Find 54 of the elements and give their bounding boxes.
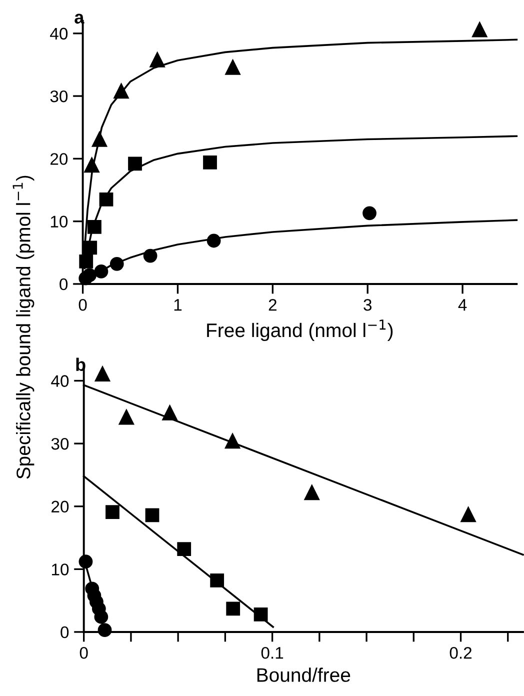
point xyxy=(224,433,240,449)
x-tick-label: 0.1 xyxy=(261,646,284,659)
point xyxy=(472,22,488,38)
point xyxy=(145,508,160,522)
point xyxy=(210,574,224,588)
point xyxy=(150,52,165,68)
x-tick-label: 3 xyxy=(364,298,372,311)
point xyxy=(92,132,108,147)
point xyxy=(84,157,100,173)
point xyxy=(78,554,93,569)
x-axis-title: Bound/free xyxy=(257,668,350,682)
point xyxy=(94,366,110,382)
point xyxy=(206,234,221,248)
point xyxy=(460,506,476,522)
point xyxy=(162,405,178,420)
point xyxy=(203,156,217,170)
point xyxy=(88,220,102,234)
point xyxy=(177,542,192,556)
point xyxy=(254,607,268,622)
y-tick-label: 30 xyxy=(50,90,68,102)
point xyxy=(79,254,94,268)
x-tick-label: 0 xyxy=(78,298,87,311)
point xyxy=(83,240,98,255)
y-tick-label: 40 xyxy=(51,375,69,387)
point xyxy=(110,256,124,271)
point xyxy=(362,206,376,220)
point xyxy=(226,602,240,616)
y-tick-label: 10 xyxy=(50,216,68,228)
point xyxy=(98,623,112,638)
x-tick-label: 1 xyxy=(174,299,182,311)
point xyxy=(143,248,158,263)
point xyxy=(99,192,114,206)
point xyxy=(225,60,240,75)
point xyxy=(114,83,129,99)
y-axis-title: Specifically bound ligand (pmol l$^{−1}$) xyxy=(12,176,34,479)
y-tick-label: 30 xyxy=(51,438,69,450)
point xyxy=(82,268,96,282)
point xyxy=(106,505,120,519)
y-tick-label: 0 xyxy=(60,278,68,290)
y-tick-label: 20 xyxy=(50,153,68,165)
point xyxy=(118,410,134,425)
y-tick-label: 0 xyxy=(60,626,69,638)
x-tick-label: 4 xyxy=(458,299,467,311)
point xyxy=(304,484,320,500)
point xyxy=(94,264,108,278)
x-axis-title: Free ligand (nmol l$^{−1}$) xyxy=(207,320,393,342)
y-tick-label: 10 xyxy=(52,564,69,576)
point xyxy=(94,610,108,624)
x-tick-label: 0.2 xyxy=(450,646,472,659)
x-tick-label: 2 xyxy=(268,298,276,311)
y-tick-label: 40 xyxy=(50,28,68,40)
x-tick-label: 0 xyxy=(80,646,88,659)
y-tick-label: 20 xyxy=(52,500,69,513)
point xyxy=(128,156,142,171)
